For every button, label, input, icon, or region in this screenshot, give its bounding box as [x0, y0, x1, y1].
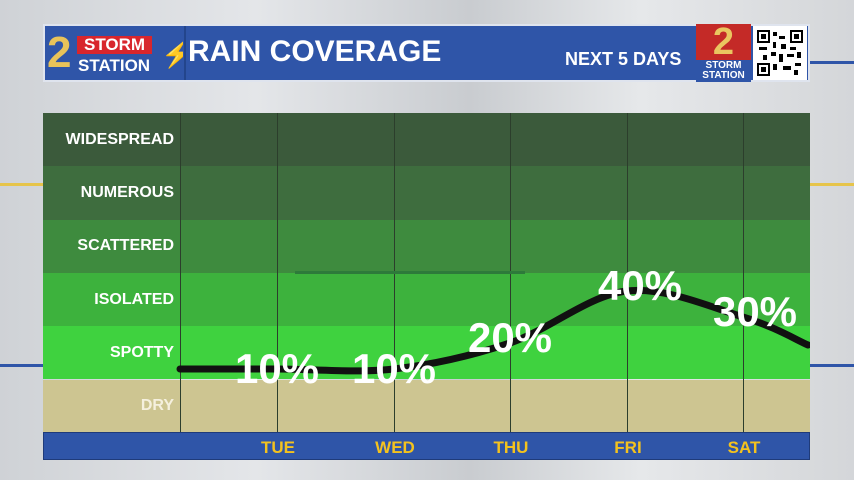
x-tick-sat: SAT: [727, 438, 761, 457]
rain-coverage-chart: WIDESPREAD NUMEROUS SCATTERED ISOLATED S…: [43, 113, 810, 460]
grid-line: [277, 113, 278, 460]
lightning-bolt-icon: ⚡: [161, 39, 183, 69]
line-plot: [176, 286, 810, 375]
storm-station-logo: 2 STORM STATION ⚡: [47, 28, 183, 78]
level-label-spotty: SPOTTY: [109, 343, 174, 361]
band-dry: [43, 379, 810, 432]
qr-code[interactable]: [753, 26, 807, 80]
header-bar: 2 STORM STATION ⚡ RAIN COVERAGE NEXT 5 D…: [43, 24, 810, 82]
x-tick-fri: FRI: [614, 438, 642, 457]
level-label-dry: DRY: [140, 397, 174, 415]
decorative-green-line: [295, 271, 525, 274]
level-label-widespread: WIDESPREAD: [65, 130, 174, 148]
x-axis: TUE WED THU FRI SAT: [43, 432, 810, 460]
data-label-thu: 20%: [467, 314, 553, 361]
logo-number: 2: [47, 30, 72, 76]
grid-line: [510, 113, 511, 460]
grid-line: [180, 113, 181, 460]
coverage-line: [176, 286, 810, 375]
x-tick-thu: THU: [493, 438, 529, 457]
grid-line: [394, 113, 395, 460]
band-spotty: [43, 326, 810, 380]
data-label-sat: 30%: [712, 288, 798, 335]
logo-station: STATION: [78, 56, 151, 75]
data-label-tue: 10%: [234, 345, 320, 392]
band-scattered: [43, 219, 810, 273]
badge-number: 2: [712, 24, 735, 60]
station-badge: 2 STORM STATION: [696, 24, 751, 82]
badge-text: STORM STATION: [702, 60, 745, 81]
data-label-fri: 40%: [597, 262, 683, 309]
level-label-isolated: ISOLATED: [94, 290, 174, 308]
logo-storm: STORM: [77, 36, 153, 54]
page-title: RAIN COVERAGE: [188, 35, 442, 68]
level-label-numerous: NUMEROUS: [80, 183, 174, 201]
header-divider: [184, 26, 186, 80]
grid-line: [743, 113, 744, 460]
band-widespread: [43, 113, 810, 167]
page-subtitle: NEXT 5 DAYS: [565, 49, 682, 69]
data-label-wed: 10%: [351, 345, 437, 392]
band-numerous: [43, 166, 810, 220]
grid-line: [627, 113, 628, 460]
x-tick-tue: TUE: [261, 438, 295, 457]
level-label-scattered: SCATTERED: [77, 237, 174, 255]
x-tick-wed: WED: [375, 438, 415, 457]
decorative-blue-line-top: [810, 61, 854, 64]
